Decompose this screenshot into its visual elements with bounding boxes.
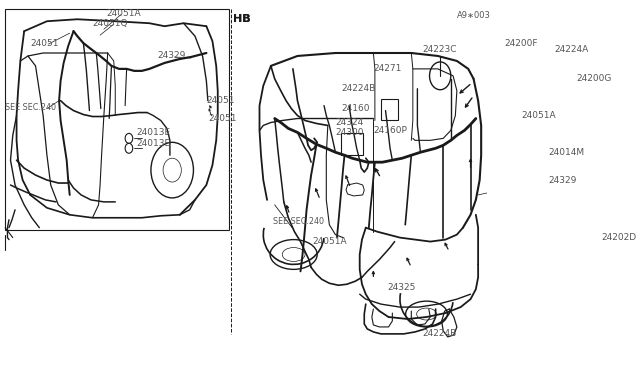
- Text: 24329: 24329: [548, 176, 577, 185]
- Bar: [5, 9, 229, 230]
- Text: 24051A: 24051A: [106, 9, 141, 18]
- Text: 24160: 24160: [342, 104, 370, 113]
- Text: 24051: 24051: [208, 114, 236, 123]
- Text: 24200G: 24200G: [577, 74, 612, 83]
- Text: 24271: 24271: [373, 64, 402, 73]
- Text: SEE SEC.240: SEE SEC.240: [273, 217, 324, 226]
- Text: 24329: 24329: [157, 51, 186, 61]
- Text: 24324: 24324: [335, 118, 364, 127]
- Text: 24224B: 24224B: [422, 329, 457, 339]
- Text: 24200F: 24200F: [504, 39, 538, 48]
- Text: 24160P: 24160P: [373, 126, 407, 135]
- Text: 24224B: 24224B: [342, 84, 376, 93]
- Text: HB: HB: [233, 14, 250, 24]
- Text: 24013E: 24013E: [136, 139, 171, 148]
- Text: 24325: 24325: [387, 283, 415, 292]
- Bar: [381, 99, 397, 121]
- Text: 24051: 24051: [206, 96, 235, 105]
- Text: 24300: 24300: [335, 128, 364, 137]
- Text: A9∗003: A9∗003: [457, 11, 491, 20]
- Text: 24051A: 24051A: [312, 237, 348, 246]
- Text: 24051A: 24051A: [522, 111, 556, 120]
- Text: 24202D: 24202D: [601, 233, 636, 242]
- Text: 24051Q: 24051Q: [93, 19, 128, 28]
- Text: 24224A: 24224A: [554, 45, 588, 54]
- Text: HB: HB: [233, 14, 250, 24]
- Text: 24051: 24051: [30, 39, 59, 48]
- Text: 24223C: 24223C: [422, 45, 457, 54]
- Text: 24013E: 24013E: [136, 128, 171, 137]
- Text: 24014M: 24014M: [548, 148, 584, 157]
- Text: SEE SEC.240: SEE SEC.240: [5, 103, 56, 112]
- Bar: [342, 134, 363, 155]
- Bar: [601, 229, 618, 244]
